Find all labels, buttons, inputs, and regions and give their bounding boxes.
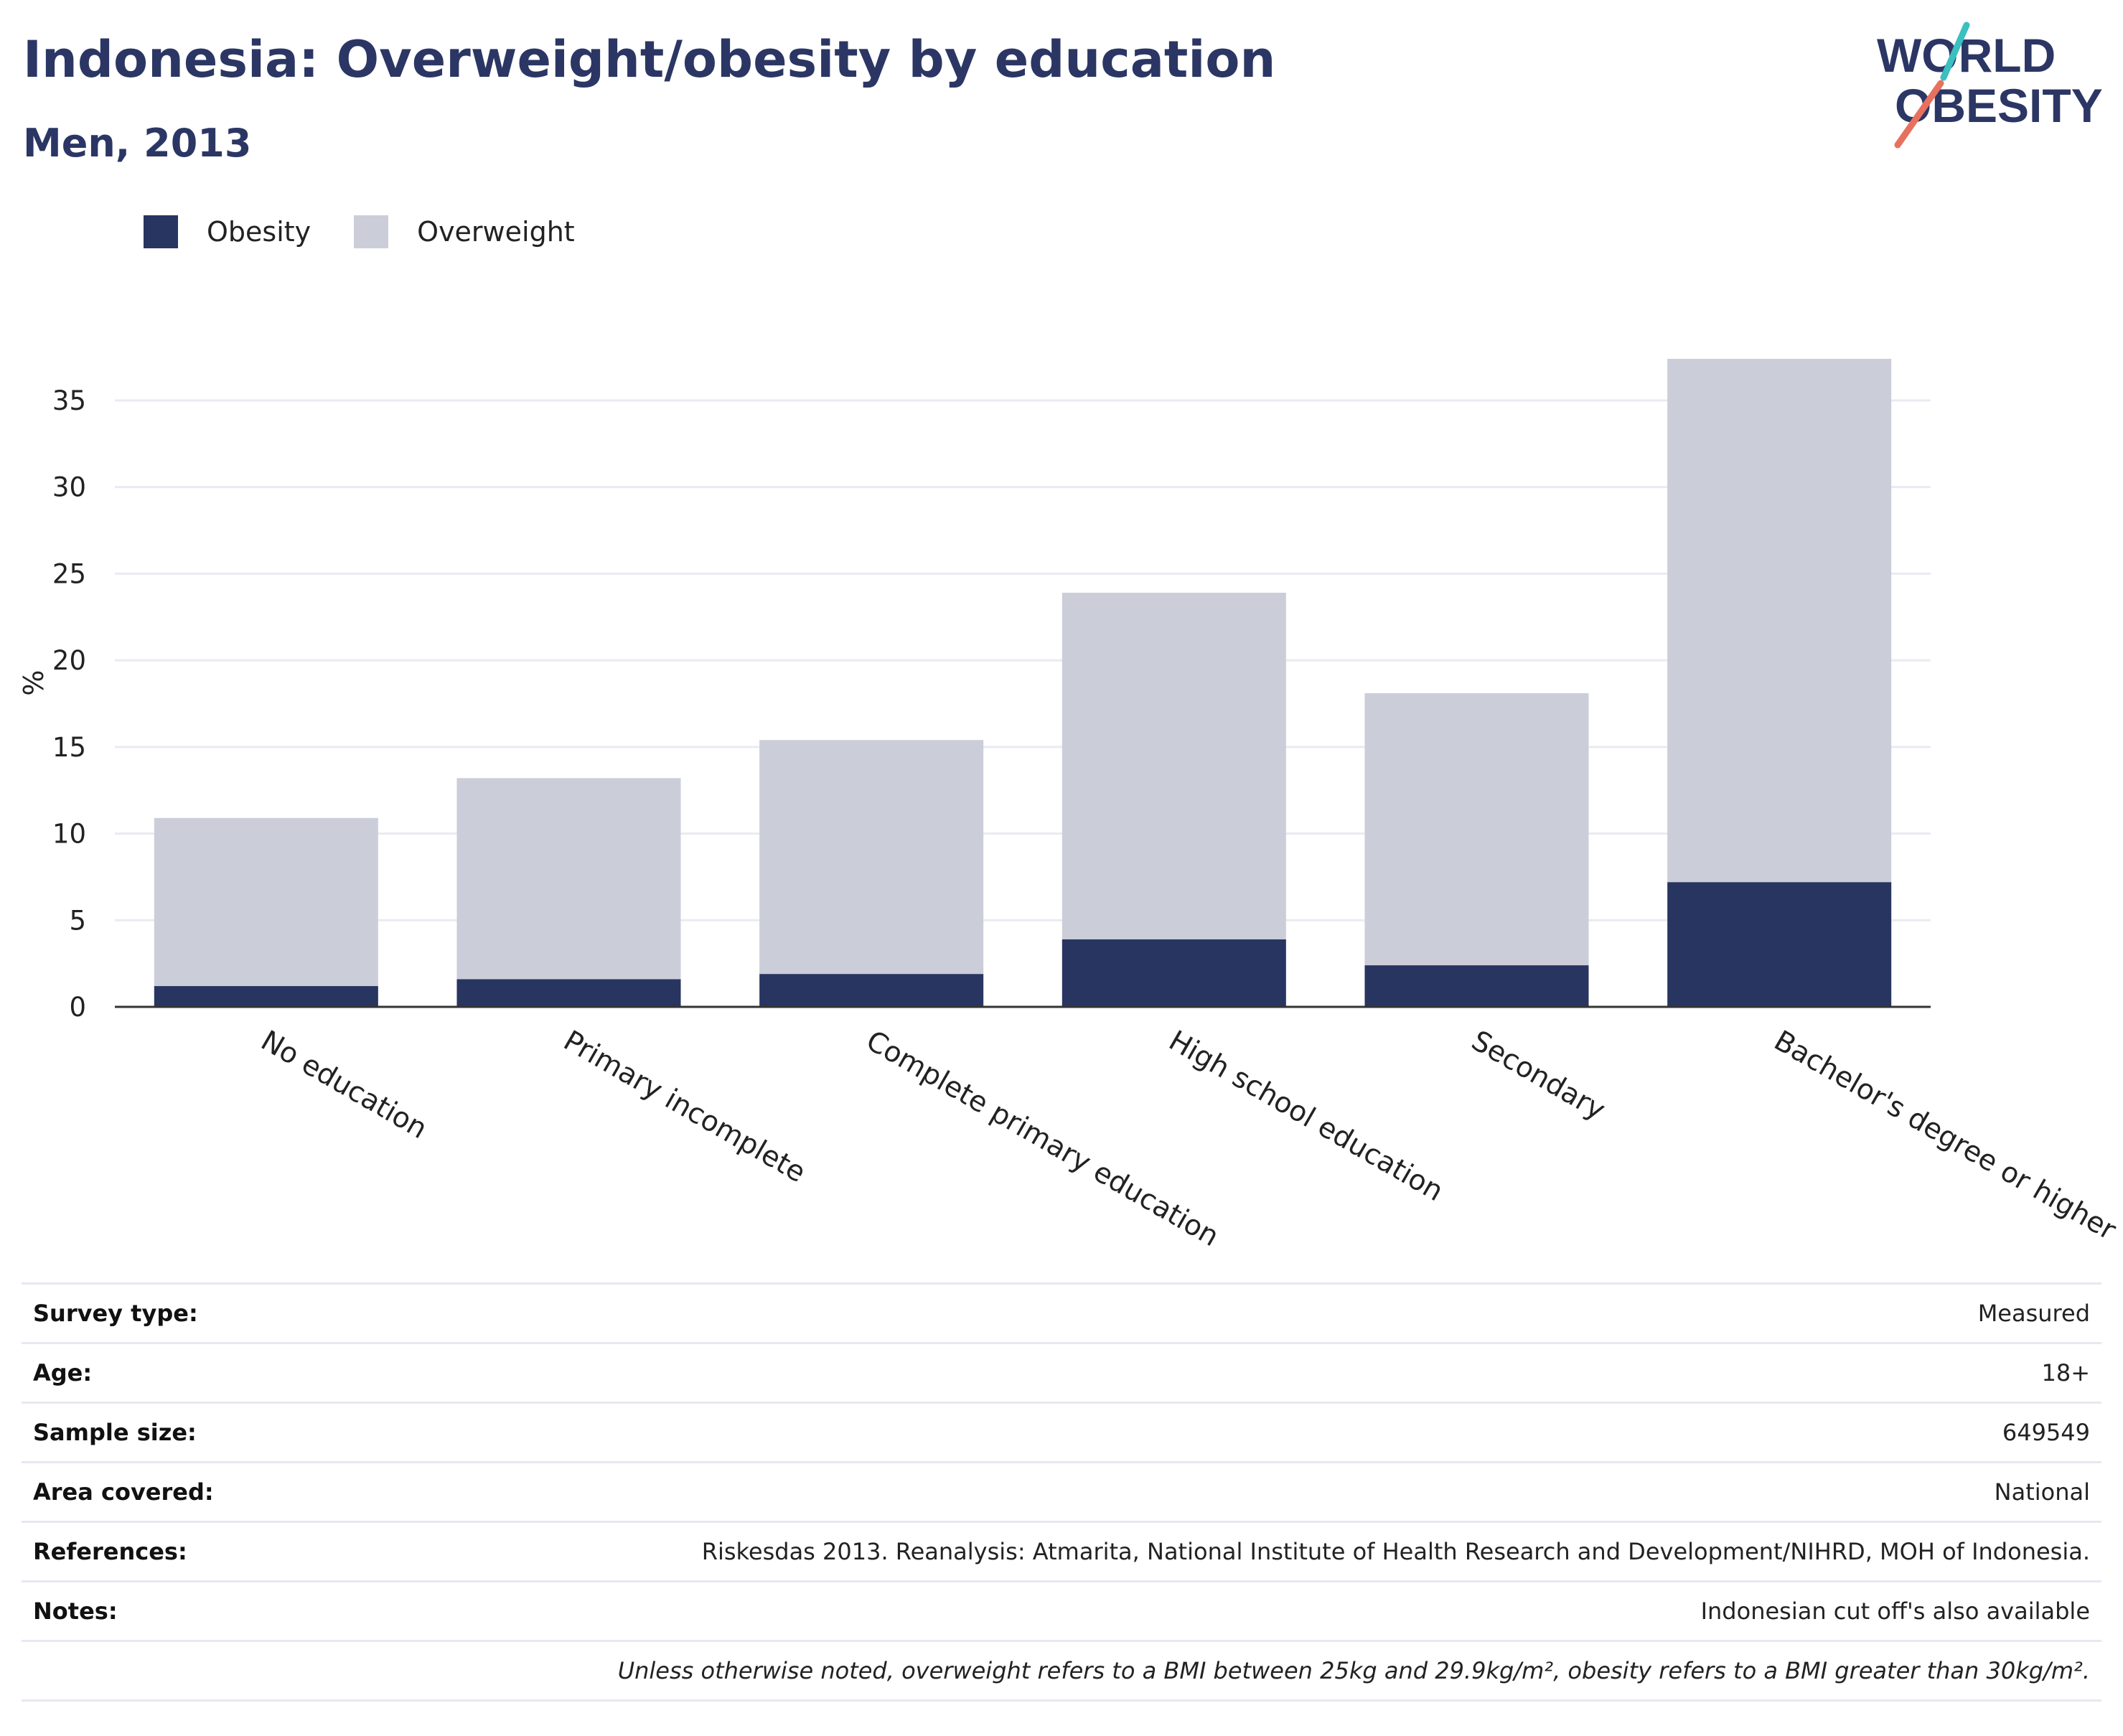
bars: [154, 359, 1892, 1007]
grid-lines: [115, 399, 1931, 921]
y-tick-label: 10: [52, 819, 86, 850]
bar-overweight: [1667, 359, 1892, 883]
bar-obesity: [1364, 965, 1589, 1007]
y-tick-label: 15: [52, 732, 86, 763]
y-tick-label: 25: [52, 558, 86, 589]
info-value: National: [1994, 1478, 2090, 1506]
bar-obesity: [154, 986, 378, 1007]
info-row-sample-size: Sample size: 649549: [22, 1402, 2101, 1463]
logo-word-world: WORLD: [1877, 29, 2056, 82]
info-label: Age:: [33, 1359, 93, 1387]
chart-subtitle: Men, 2013: [23, 121, 252, 166]
x-tick-label: High school education: [1163, 1025, 1448, 1208]
survey-info-table: Survey type: Measured Age: 18+ Sample si…: [22, 1282, 2101, 1702]
info-row-survey-type: Survey type: Measured: [22, 1283, 2101, 1343]
info-value: Indonesian cut off's also available: [1700, 1597, 2090, 1625]
info-row-area-covered: Area covered: National: [22, 1462, 2101, 1522]
bar-overweight: [456, 778, 681, 980]
bmi-footnote: Unless otherwise noted, overweight refer…: [617, 1657, 2090, 1684]
info-value: 649549: [2002, 1419, 2090, 1446]
x-tick-label: Secondary: [1466, 1025, 1611, 1127]
chart-title: Indonesia: Overweight/obesity by educati…: [23, 30, 1276, 89]
info-value: 18+: [2041, 1359, 2090, 1387]
y-tick-label: 35: [52, 385, 86, 416]
info-row-references: References: Riskesdas 2013. Reanalysis: …: [22, 1521, 2101, 1582]
info-label: Sample size:: [33, 1419, 197, 1446]
info-label: Survey type:: [33, 1300, 198, 1327]
legend-item-overweight[interactable]: Overweight: [354, 215, 575, 248]
info-label: References:: [33, 1538, 187, 1565]
bar-obesity: [1062, 939, 1286, 1007]
x-tick-label: Primary incomplete: [558, 1025, 811, 1189]
bar-overweight: [154, 817, 378, 987]
bar-overweight: [1364, 693, 1589, 966]
x-tick-label: Bachelor's degree or higher: [1768, 1025, 2122, 1247]
info-value: Measured: [1977, 1300, 2090, 1327]
y-tick-label: 5: [69, 905, 86, 936]
stacked-bar-chart: 0 5 10 15 20 25 30 35 No education Primary incomp…: [18, 359, 2122, 1249]
bar-obesity: [759, 974, 984, 1007]
info-label: Notes:: [33, 1597, 118, 1625]
bar-overweight: [1062, 592, 1286, 939]
y-tick-label: 20: [52, 645, 86, 676]
y-axis-label: %: [18, 670, 50, 695]
logo-word-obesity: OBESITY: [1895, 79, 2103, 132]
x-tick-label: No education: [256, 1025, 433, 1145]
bar-overweight: [759, 740, 984, 975]
info-row-notes: Notes: Indonesian cut off's also availab…: [22, 1581, 2101, 1641]
legend-swatch-overweight: [354, 215, 389, 248]
x-tick-label: Complete primary education: [861, 1025, 1224, 1249]
legend-label-obesity: Obesity: [207, 216, 311, 248]
info-label: Area covered:: [33, 1478, 214, 1506]
y-tick-label: 30: [52, 472, 86, 503]
info-value: Riskesdas 2013. Reanalysis: Atmarita, Na…: [701, 1538, 2090, 1565]
y-tick-label: 0: [69, 992, 86, 1023]
logo-slash-coral: [1894, 80, 1944, 149]
legend-label-overweight: Overweight: [417, 216, 575, 248]
legend-swatch-obesity: [144, 215, 178, 248]
info-row-footnote: Unless otherwise noted, overweight refer…: [22, 1641, 2101, 1701]
legend-item-obesity[interactable]: Obesity: [144, 215, 311, 248]
bar-obesity: [456, 979, 681, 1007]
world-obesity-logo: WORLD OBESITY: [1877, 22, 2103, 149]
logo-slash-teal: [1940, 22, 1970, 81]
info-row-age: Age: 18+: [22, 1343, 2101, 1403]
chart-legend: Obesity Overweight: [144, 212, 618, 251]
bar-obesity: [1667, 882, 1892, 1007]
